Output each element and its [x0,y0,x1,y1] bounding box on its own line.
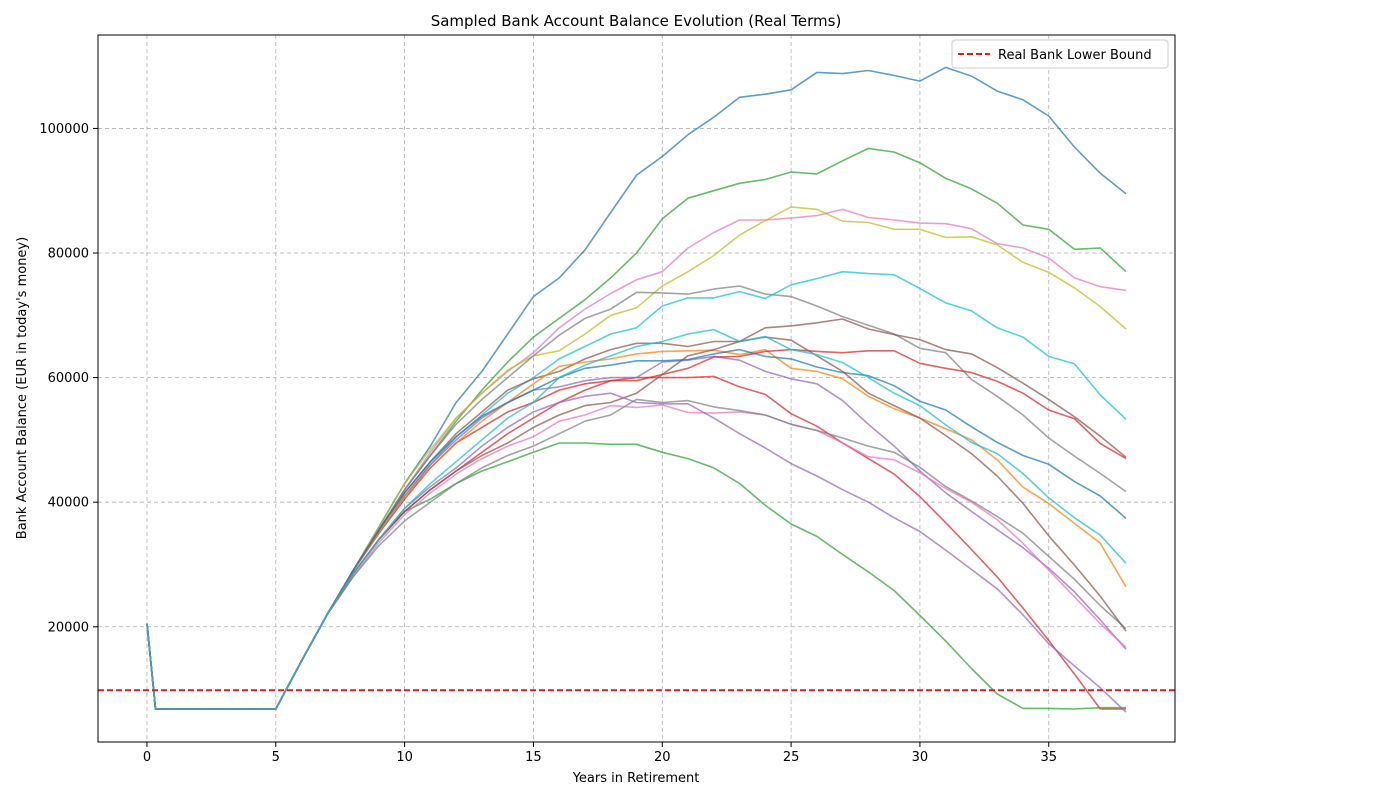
legend-entry: Real Bank Lower Bound [998,48,1152,63]
series-line [146,336,1127,710]
legend-box [951,39,1169,69]
chart-title: Sampled Bank Account Balance Evolution (… [431,12,842,30]
legend: Real Bank Lower Bound [951,39,1169,69]
x-tick-label: 25 [783,750,800,765]
series-line [146,348,1127,710]
y-tick-label: 20000 [48,620,89,635]
x-tick-label: 15 [525,750,542,765]
x-tick-label: 20 [654,750,671,765]
series-line [146,206,1127,710]
series-line [146,375,1126,710]
series-line [146,355,1127,710]
y-tick-label: 40000 [48,496,89,511]
y-tick-label: 80000 [48,247,89,262]
series-line [146,208,1127,710]
series-line [146,66,1127,710]
plot-frame [97,34,1176,743]
x-axis-label: Years in Retirement [572,771,700,786]
series-line [146,285,1127,710]
series-line [146,348,1127,710]
series-line [146,392,1127,713]
series-line [146,328,1127,710]
y-tick-label: 60000 [48,371,89,386]
series-line [146,270,1127,710]
x-tick-label: 0 [143,750,151,765]
y-axis: 20000 40000 60000 80000 100000 [39,122,98,635]
x-tick-label: 35 [1040,750,1057,765]
x-tick-label: 30 [912,750,929,765]
y-tick-label: 100000 [39,122,89,137]
series-layer [146,66,1127,713]
series-line [146,348,1127,710]
x-axis: 0 5 10 15 20 25 30 35 [143,742,1057,765]
x-tick-label: 5 [272,750,280,765]
y-axis-label: Bank Account Balance (EUR in today's mon… [15,237,30,539]
x-tick-label: 10 [396,750,413,765]
grid [98,35,1175,742]
